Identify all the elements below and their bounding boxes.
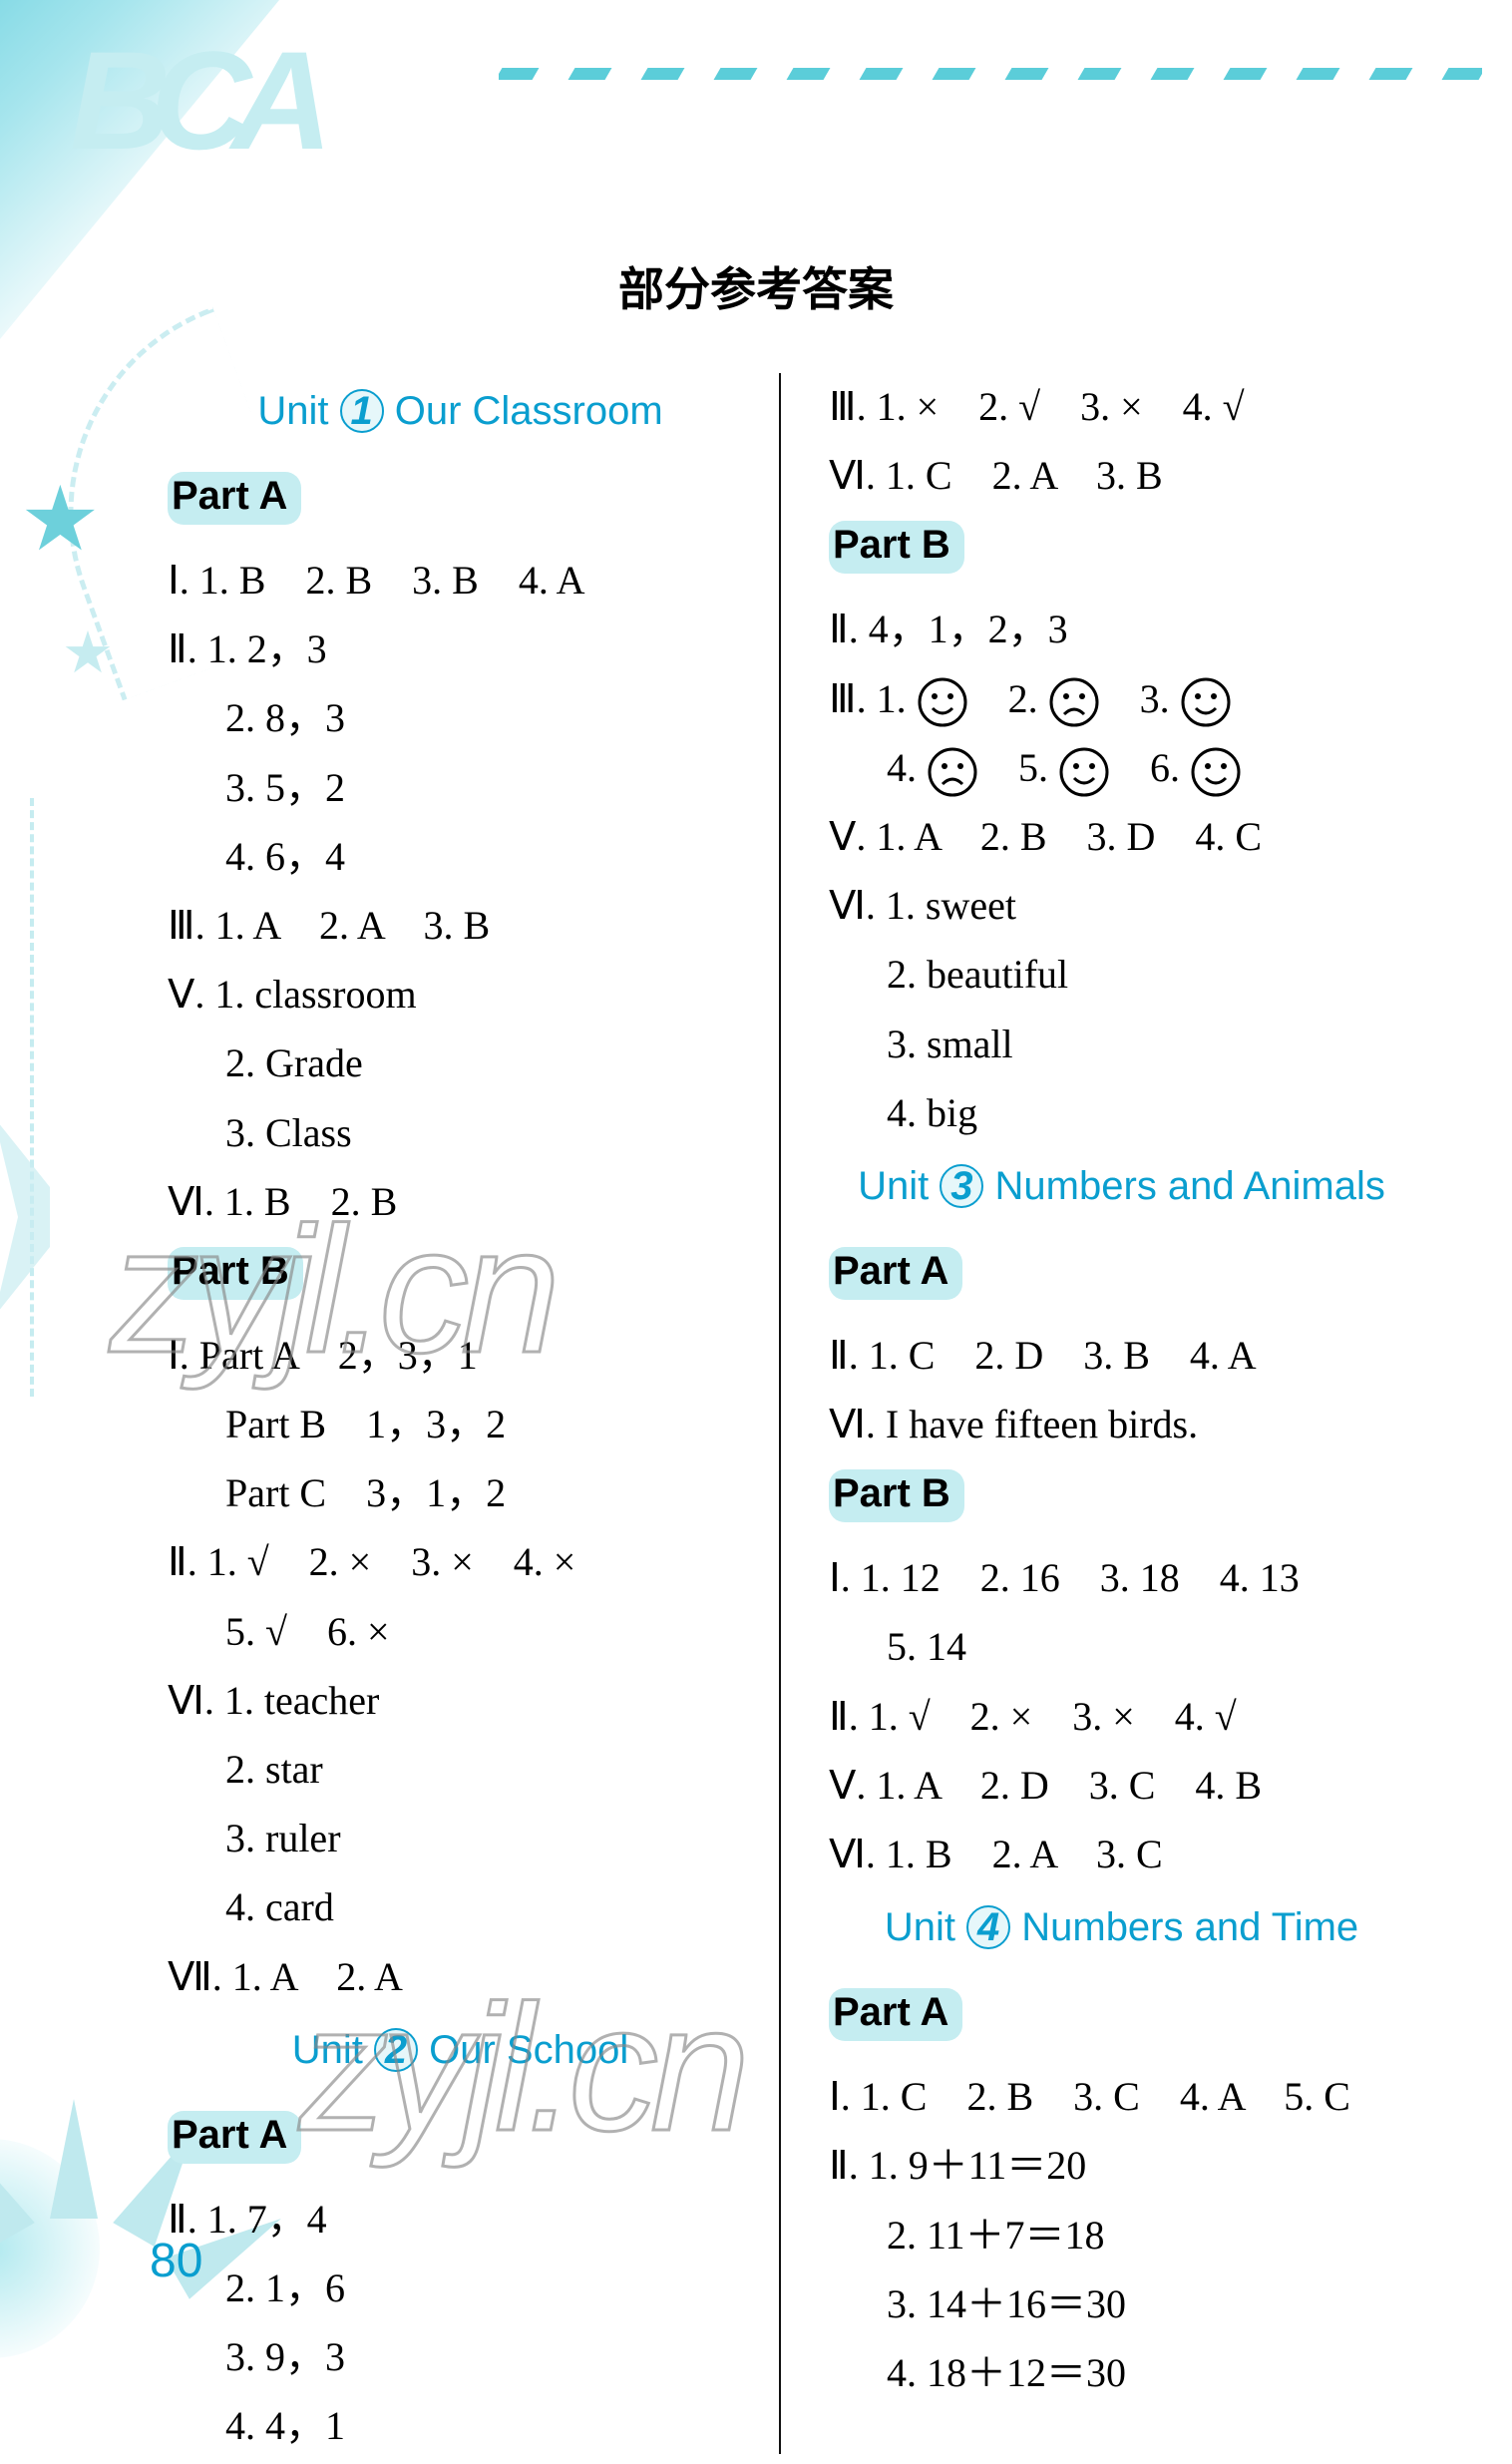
page-title: 部分参考答案: [0, 253, 1512, 319]
happy-face-icon: [917, 676, 968, 728]
unit-title: Numbers and Time: [1021, 1905, 1358, 1949]
content-columns: Unit 1 Our Classroom Part A Ⅰ. 1. B 2. B…: [150, 369, 1432, 2464]
answer-line-faces: Ⅲ. 1. 2. 3.: [829, 667, 1414, 730]
answer-line: 2. 1，6: [168, 2257, 753, 2319]
answer-line: 3. 9，3: [168, 2325, 753, 2388]
answer-line: Ⅲ. 1. × 2. √ 3. × 4. √: [829, 375, 1414, 438]
answer-line: 4. 4，1: [168, 2394, 753, 2457]
answer-line: Ⅱ. 1. 9＋11＝20: [829, 2134, 1414, 2197]
unit-number: 3: [940, 1164, 983, 1208]
bg-letters: BCA: [70, 20, 312, 182]
answer-line: Ⅵ. 1. B 2. A 3. C: [829, 1823, 1414, 1885]
unit-label: Unit: [885, 1905, 955, 1949]
part-b-label: Part B: [829, 521, 964, 574]
answer-line: Ⅱ. 1. C 2. D 3. B 4. A: [829, 1324, 1414, 1387]
part-b-label: Part B: [168, 1247, 303, 1300]
unit-title: Our Classroom: [395, 389, 663, 433]
answer-line: Ⅰ. 1. 12 2. 16 3. 18 4. 13: [829, 1546, 1414, 1609]
unit-label: Unit: [257, 389, 328, 433]
top-dashes: [499, 68, 1482, 100]
answer-line: Ⅱ. 1. 2，3: [168, 617, 753, 680]
answer-line: 3. 14＋16＝30: [829, 2272, 1414, 2335]
answer-line: 2. beautiful: [829, 943, 1414, 1006]
answer-line: Part B 1，3，2: [168, 1393, 753, 1455]
roman-label: Ⅲ.: [829, 676, 877, 721]
unit2-heading: Unit 2 Our School: [168, 2028, 753, 2073]
answer-line: 4. 6，4: [168, 825, 753, 888]
answer-line: Ⅰ. 1. B 2. B 3. B 4. A: [168, 549, 753, 612]
page-number: 80: [150, 2234, 202, 2288]
answer-line: Ⅵ. I have fifteen birds.: [829, 1393, 1414, 1455]
answer-line: 4. card: [168, 1875, 753, 1938]
answer-line-faces: 4. 5. 6.: [829, 736, 1414, 799]
part-a-label: Part A: [168, 472, 301, 525]
answer-line: 5. √ 6. ×: [168, 1600, 753, 1663]
answer-line: Ⅲ. 1. A 2. A 3. B: [168, 894, 753, 957]
unit-label: Unit: [858, 1164, 929, 1208]
answer-line: Ⅶ. 1. A 2. A: [168, 1945, 753, 2008]
part-a-label: Part A: [168, 2111, 301, 2164]
answer-line: Ⅵ. 1. C 2. A 3. B: [829, 444, 1414, 507]
unit3-heading: Unit 3 Numbers and Animals: [829, 1164, 1414, 1209]
answer-line: 3. Class: [168, 1101, 753, 1164]
answer-line: Ⅰ. Part A 2，3，1: [168, 1324, 753, 1387]
answer-line: 3. 5，2: [168, 756, 753, 819]
answer-line: Ⅱ. 1. 7，4: [168, 2188, 753, 2251]
right-column: Ⅲ. 1. × 2. √ 3. × 4. √ Ⅵ. 1. C 2. A 3. B…: [781, 369, 1432, 2464]
happy-face-icon: [1180, 676, 1232, 728]
answer-line: Ⅱ. 1. √ 2. × 3. × 4. ×: [168, 1530, 753, 1593]
answer-line: 3. ruler: [168, 1807, 753, 1869]
unit-number: 1: [340, 389, 384, 433]
side-dots: [30, 798, 40, 1397]
answer-line: Ⅴ. 1. A 2. B 3. D 4. C: [829, 805, 1414, 868]
part-a-label: Part A: [829, 1988, 962, 2041]
unit-number: 4: [966, 1905, 1010, 1949]
star-icon: ★: [20, 467, 101, 572]
leaf-icon: [0, 1117, 50, 1317]
answer-line: 4. 18＋12＝30: [829, 2341, 1414, 2404]
answer-line: 2. 8，3: [168, 686, 753, 749]
answer-line: 2. star: [168, 1738, 753, 1801]
answer-line: Ⅱ. 1. √ 2. × 3. × 4. √: [829, 1685, 1414, 1748]
answer-line: Part C 3，1，2: [168, 1461, 753, 1524]
star-icon: ★: [62, 618, 114, 686]
answer-line: 3. small: [829, 1013, 1414, 1075]
unit-title: Our School: [429, 2028, 628, 2072]
answer-line: 4. big: [829, 1081, 1414, 1144]
unit-number: 2: [374, 2028, 418, 2072]
answer-line: 2. 11＋7＝18: [829, 2204, 1414, 2266]
answer-line: Ⅵ. 1. sweet: [829, 874, 1414, 937]
happy-face-icon: [1190, 746, 1242, 798]
answer-line: Ⅵ. 1. B 2. B: [168, 1170, 753, 1233]
left-column: Unit 1 Our Classroom Part A Ⅰ. 1. B 2. B…: [150, 369, 779, 2464]
answer-line: Ⅰ. 1. C 2. B 3. C 4. A 5. C: [829, 2065, 1414, 2128]
part-a-label: Part A: [829, 1247, 962, 1300]
answer-line: 5. 14: [829, 1615, 1414, 1678]
answer-line: Ⅴ. 1. classroom: [168, 963, 753, 1026]
sad-face-icon: [927, 746, 978, 798]
unit-title: Numbers and Animals: [995, 1164, 1385, 1208]
answer-line: Ⅴ. 1. A 2. D 3. C 4. B: [829, 1754, 1414, 1817]
answer-line: 2. Grade: [168, 1031, 753, 1094]
answer-line: Ⅱ. 4，1，2，3: [829, 598, 1414, 660]
happy-face-icon: [1058, 746, 1110, 798]
unit4-heading: Unit 4 Numbers and Time: [829, 1905, 1414, 1950]
unit-label: Unit: [292, 2028, 363, 2072]
unit1-heading: Unit 1 Our Classroom: [168, 389, 753, 434]
sad-face-icon: [1048, 676, 1100, 728]
part-b-label: Part B: [829, 1469, 964, 1522]
answer-line: Ⅵ. 1. teacher: [168, 1669, 753, 1732]
